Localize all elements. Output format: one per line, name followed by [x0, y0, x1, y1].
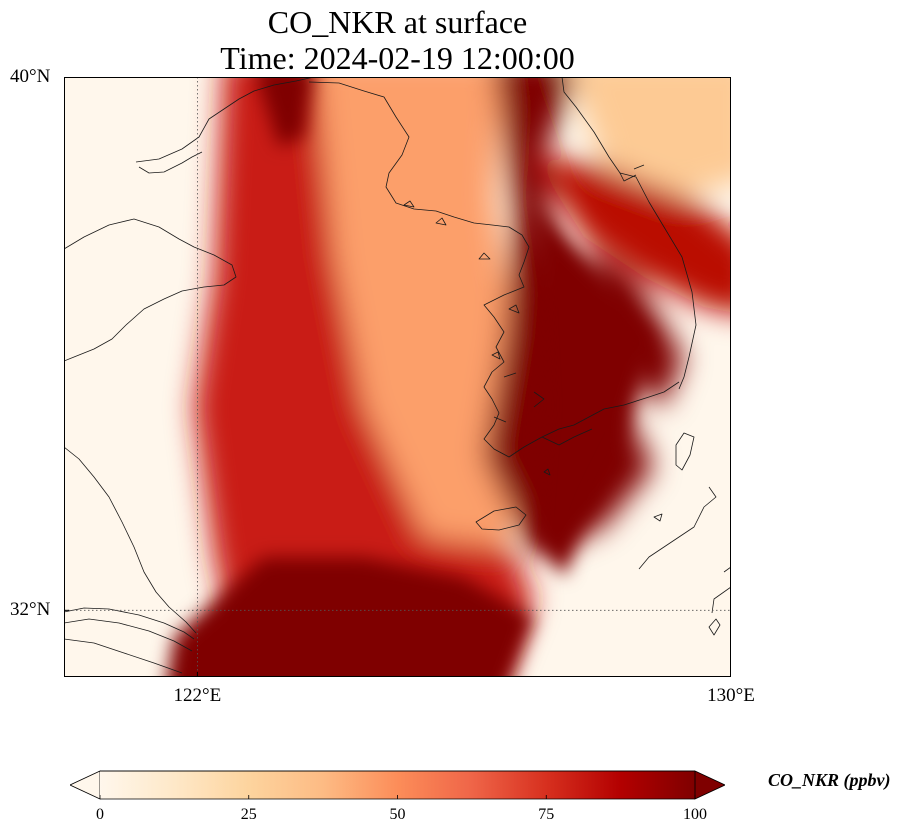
lon-tick-label-130: 130°E [707, 685, 755, 706]
map-frame [64, 77, 731, 677]
coastline-zhejiang [64, 638, 183, 674]
field-southern-plume [167, 557, 534, 677]
coastline-kyushu [638, 486, 731, 614]
coastline-bohai-north [138, 151, 203, 174]
gridlines [64, 77, 731, 677]
lat-tick-label-40: 40°N [10, 66, 51, 87]
colorbar-extend-low [69, 770, 101, 800]
lon-tick-label-122: 122°E [173, 685, 222, 706]
coastline-liaodong [135, 77, 315, 163]
field-korea-interior [571, 77, 731, 197]
colorbar-gradient [100, 771, 695, 799]
field-korea-east-core [534, 207, 654, 577]
coastline-korea-northeast [619, 164, 645, 182]
coastline-jiangsu [64, 446, 197, 634]
coastline-shandong [64, 218, 237, 362]
map-title: CO_NKR at surface [267, 4, 528, 40]
colorbar [69, 770, 726, 800]
colorbar-label: CO_NKR (ppbv) [768, 770, 891, 790]
coastline-islands-south [543, 468, 721, 636]
colorbar-tick-label-50: 50 [389, 806, 406, 823]
colorbar-tick-label-25: 25 [240, 806, 257, 823]
colorbar-tick-label-0: 0 [96, 806, 104, 823]
coastline-jeju [475, 506, 527, 531]
lat-tick-label-32: 32°N [10, 599, 51, 621]
colorbar-tick-label-75: 75 [538, 806, 555, 823]
coastline-korea-south [493, 372, 593, 446]
map-subtitle: Time: 2024-02-19 12:00:00 [220, 40, 575, 76]
coastlines [64, 77, 731, 674]
colorbar-extend-high [694, 770, 726, 800]
coastline-korea-west [308, 81, 680, 458]
field-northeast-plume [534, 157, 731, 313]
field-yellow-sea-interior [316, 77, 534, 547]
colorbar-tick-label-100: 100 [683, 806, 707, 823]
coastline-tsushima [675, 432, 695, 471]
map-panel [64, 77, 731, 677]
coastline-korea-west-islands [403, 200, 520, 360]
coastline-korea-east [561, 77, 697, 390]
coastline-yangtze-estuary [64, 607, 195, 652]
field-bohai-core [257, 77, 313, 147]
